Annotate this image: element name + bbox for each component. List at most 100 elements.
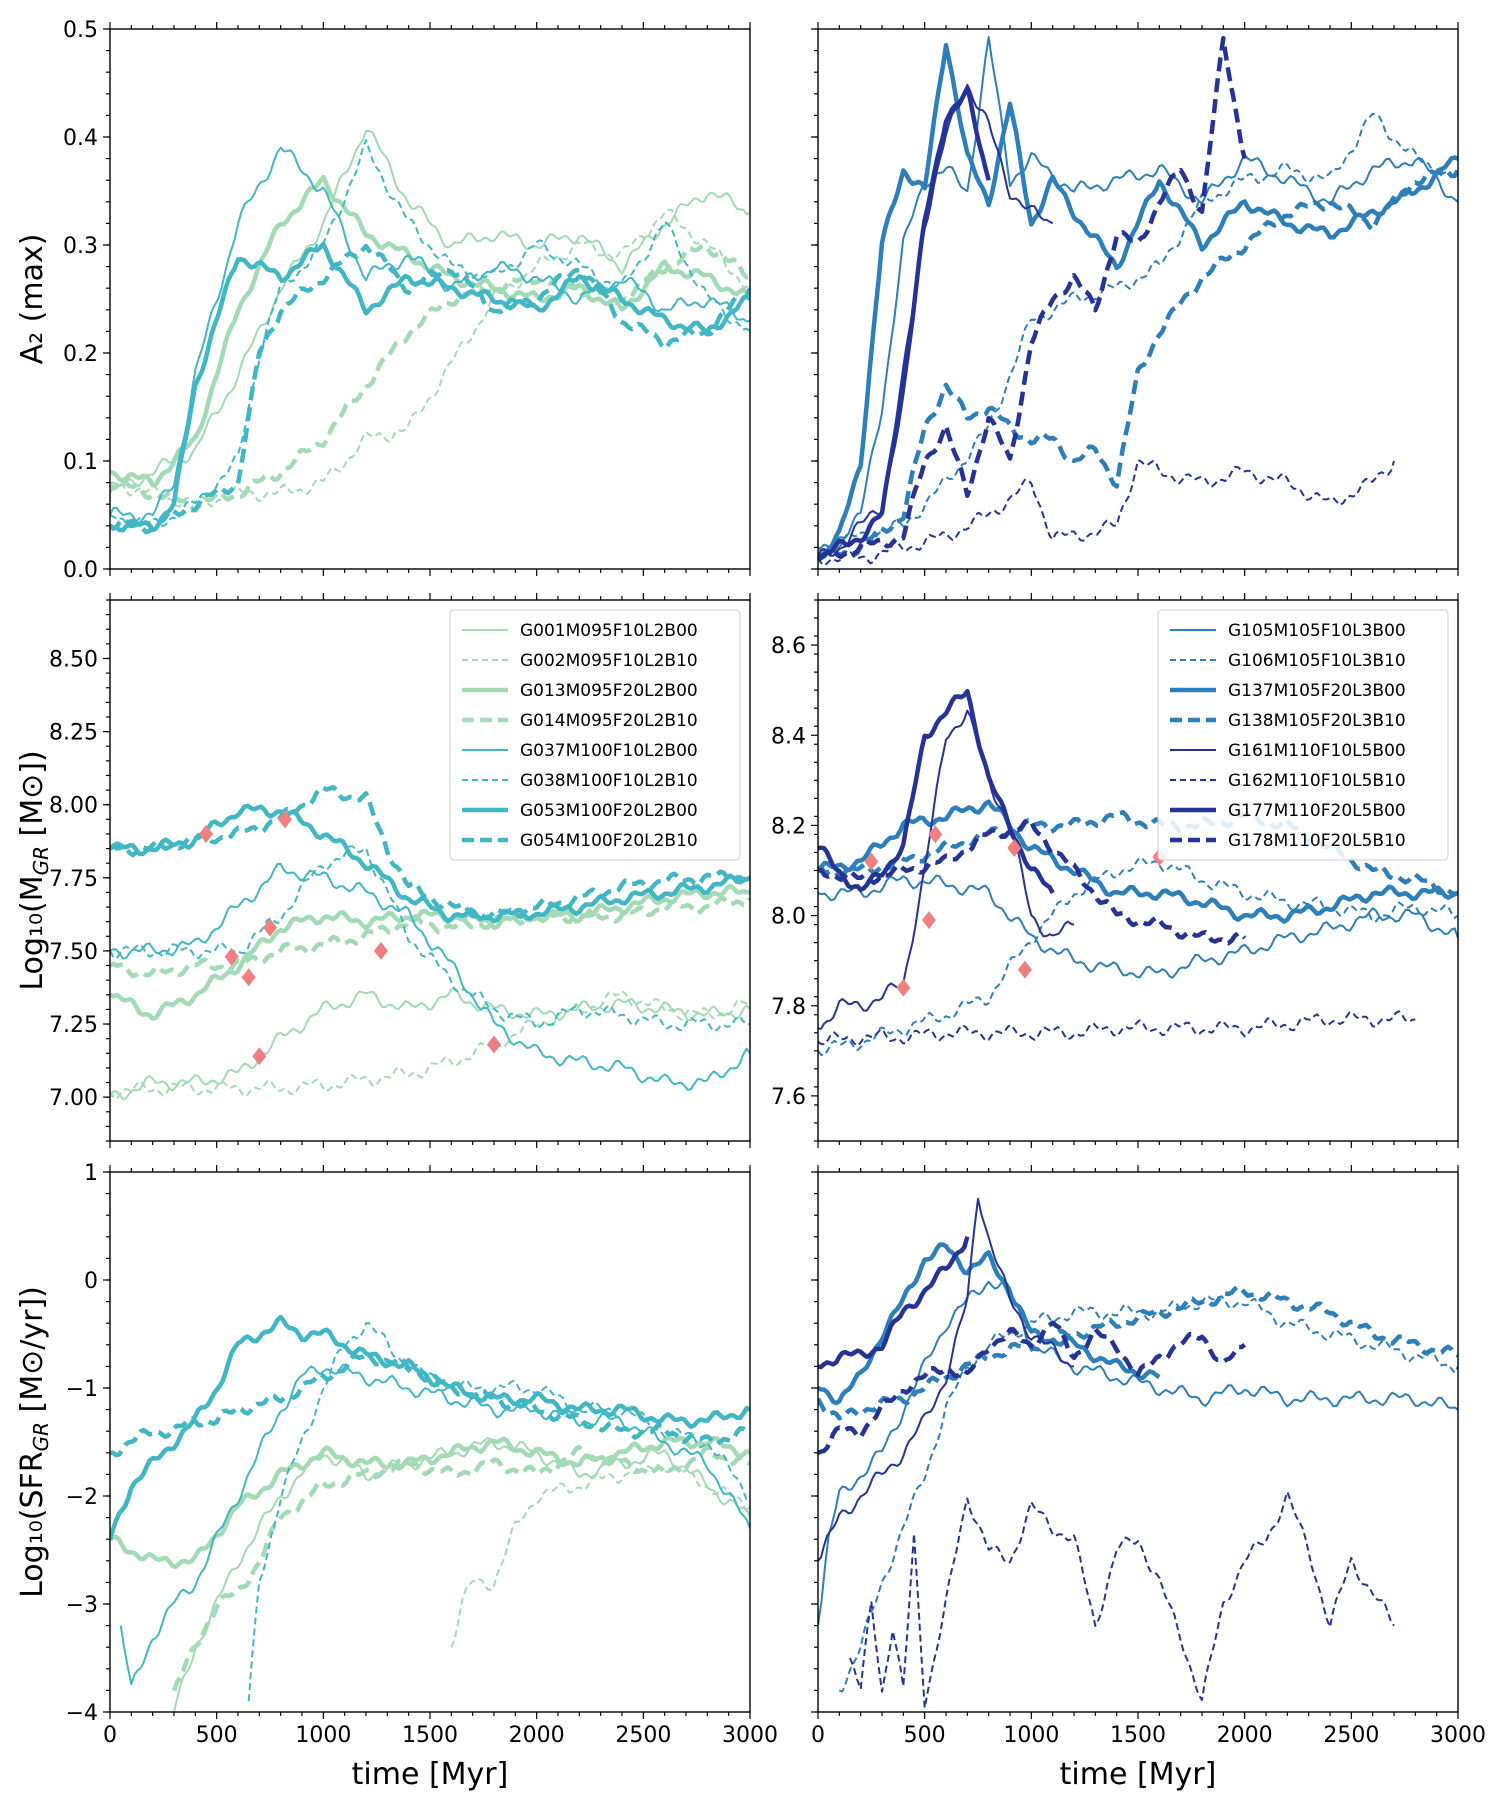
legend-label: G013M095F20L2B00 bbox=[520, 681, 698, 701]
series-line bbox=[818, 167, 1458, 561]
legend-box bbox=[449, 609, 741, 861]
y-tick-label: 8.50 bbox=[49, 647, 98, 672]
y-tick-label: 0.1 bbox=[63, 450, 98, 475]
y-tick-label: 0.4 bbox=[63, 126, 98, 151]
plot-area bbox=[110, 785, 750, 1101]
x-tick-label: 3000 bbox=[722, 1723, 778, 1748]
marker-diamond bbox=[864, 852, 879, 871]
series-line bbox=[173, 1436, 750, 1712]
series-line bbox=[818, 688, 1055, 895]
series-line bbox=[110, 845, 750, 1033]
plot-area bbox=[110, 1314, 750, 1712]
y-tick-label: 7.75 bbox=[49, 867, 98, 892]
series-line bbox=[818, 874, 1458, 979]
marker-diamond bbox=[252, 1047, 267, 1066]
y-tick-label: 7.00 bbox=[49, 1086, 98, 1111]
marker-diamond bbox=[373, 941, 388, 960]
axes-frame bbox=[817, 1171, 1459, 1713]
legend-label: G037M100F10L2B00 bbox=[520, 741, 698, 761]
series-line bbox=[818, 1280, 1458, 1626]
series-line bbox=[110, 987, 750, 1101]
series-line bbox=[110, 1351, 750, 1458]
series-line bbox=[818, 42, 1458, 561]
legend-label: G001M095F10L2B00 bbox=[520, 621, 698, 641]
marker-diamond bbox=[199, 824, 213, 843]
marker-diamond bbox=[896, 978, 911, 997]
x-tick-label: 0 bbox=[103, 1723, 117, 1748]
series-line bbox=[818, 1284, 1458, 1421]
series-line bbox=[171, 1444, 750, 1692]
y-tick-label: 0.2 bbox=[63, 342, 98, 367]
x-tick-label: 2000 bbox=[1217, 1723, 1273, 1748]
y-tick-label: −2 bbox=[66, 1485, 98, 1510]
series-line bbox=[110, 863, 750, 1091]
series-line bbox=[818, 85, 991, 561]
x-tick-label: 1000 bbox=[295, 1723, 351, 1748]
legend-label: G038M100F10L2B10 bbox=[520, 771, 698, 791]
x-tick-label: 1000 bbox=[1003, 1723, 1059, 1748]
series-line bbox=[110, 130, 750, 494]
series-line bbox=[818, 817, 1247, 946]
y-axis-label: Log₁₀(MGR [M⊙]) bbox=[15, 750, 53, 990]
legend-label: G162M110F10L5B10 bbox=[1228, 771, 1406, 791]
y-tick-label: 7.8 bbox=[771, 995, 806, 1020]
x-tick-label: 3000 bbox=[1430, 1723, 1486, 1748]
plot-area bbox=[110, 130, 750, 535]
marker-diamond bbox=[1007, 838, 1022, 857]
marker-diamond bbox=[1017, 960, 1032, 979]
y-axis-label: Log₁₀(SFRGR [M⊙/yr]) bbox=[15, 1286, 53, 1598]
x-axis-label: time [Myr] bbox=[1060, 1757, 1217, 1792]
y-tick-label: 1 bbox=[84, 1161, 98, 1186]
series-line bbox=[818, 1320, 1247, 1455]
legend-label: G178M110F20L5B10 bbox=[1228, 831, 1406, 851]
series-line bbox=[818, 1010, 1416, 1047]
series-line bbox=[818, 856, 1458, 1057]
legend-label: G053M100F20L2B00 bbox=[520, 801, 698, 821]
series-line bbox=[119, 1363, 750, 1685]
series-line bbox=[818, 709, 1075, 1030]
x-tick-label: 1500 bbox=[402, 1723, 458, 1748]
series-line bbox=[110, 803, 750, 924]
series-line bbox=[110, 895, 750, 979]
series-line bbox=[818, 1197, 1075, 1562]
series-line bbox=[110, 1314, 750, 1540]
series-line bbox=[818, 799, 1458, 924]
marker-diamond bbox=[224, 947, 239, 966]
legend-label: G106M105F10L3B10 bbox=[1228, 651, 1406, 671]
y-tick-label: 7.6 bbox=[771, 1085, 806, 1110]
panel-sfr-right: 0 500 1000 1500 2000 2500 3000 time [Myr] bbox=[811, 1165, 1486, 1792]
panel-a2-right bbox=[811, 22, 1459, 576]
y-tick-label: 8.25 bbox=[49, 721, 98, 746]
legend-label: G002M095F10L2B10 bbox=[520, 651, 698, 671]
series-line bbox=[110, 1435, 750, 1570]
marker-diamond bbox=[263, 918, 277, 937]
marker-diamond bbox=[928, 825, 943, 844]
legend-label: G161M110F10L5B00 bbox=[1228, 741, 1406, 761]
y-tick-label: 8.6 bbox=[771, 634, 806, 659]
legend-box bbox=[1157, 609, 1449, 861]
series-line bbox=[818, 112, 1458, 552]
y-tick-label: −4 bbox=[66, 1701, 98, 1726]
y-tick-label: 0.0 bbox=[63, 558, 98, 583]
x-tick-label: 0 bbox=[811, 1723, 825, 1748]
legend-label: G105M105F10L3B00 bbox=[1228, 621, 1406, 641]
series-line bbox=[818, 459, 1395, 567]
series-line bbox=[849, 1490, 1395, 1709]
y-tick-label: 8.00 bbox=[49, 794, 98, 819]
marker-diamond bbox=[487, 1035, 501, 1054]
series-line bbox=[110, 243, 750, 513]
panel-sfr-left: 0 500 1000 1500 2000 2500 3000 −4 −3 −2 −1 0 1 time [… bbox=[15, 1161, 778, 1792]
y-tick-label: 7.50 bbox=[49, 940, 98, 965]
series-line bbox=[818, 1236, 970, 1370]
x-tick-label: 500 bbox=[904, 1723, 946, 1748]
series-line bbox=[110, 241, 750, 533]
series-line bbox=[110, 146, 750, 524]
axes-frame bbox=[109, 28, 751, 570]
legend: G001M095F10L2B00 G002M095F10L2B10 G013M095… bbox=[449, 609, 741, 861]
series-line bbox=[247, 1322, 750, 1702]
x-axis-label: time [Myr] bbox=[352, 1757, 509, 1792]
panel-mgr-right: 7.6 7.8 8.0 8.2 8.4 8.6 G105M105F10L3B00 G106M1… bbox=[771, 593, 1459, 1148]
series-line bbox=[818, 35, 1247, 561]
legend-label: G054M100F20L2B10 bbox=[520, 831, 698, 851]
